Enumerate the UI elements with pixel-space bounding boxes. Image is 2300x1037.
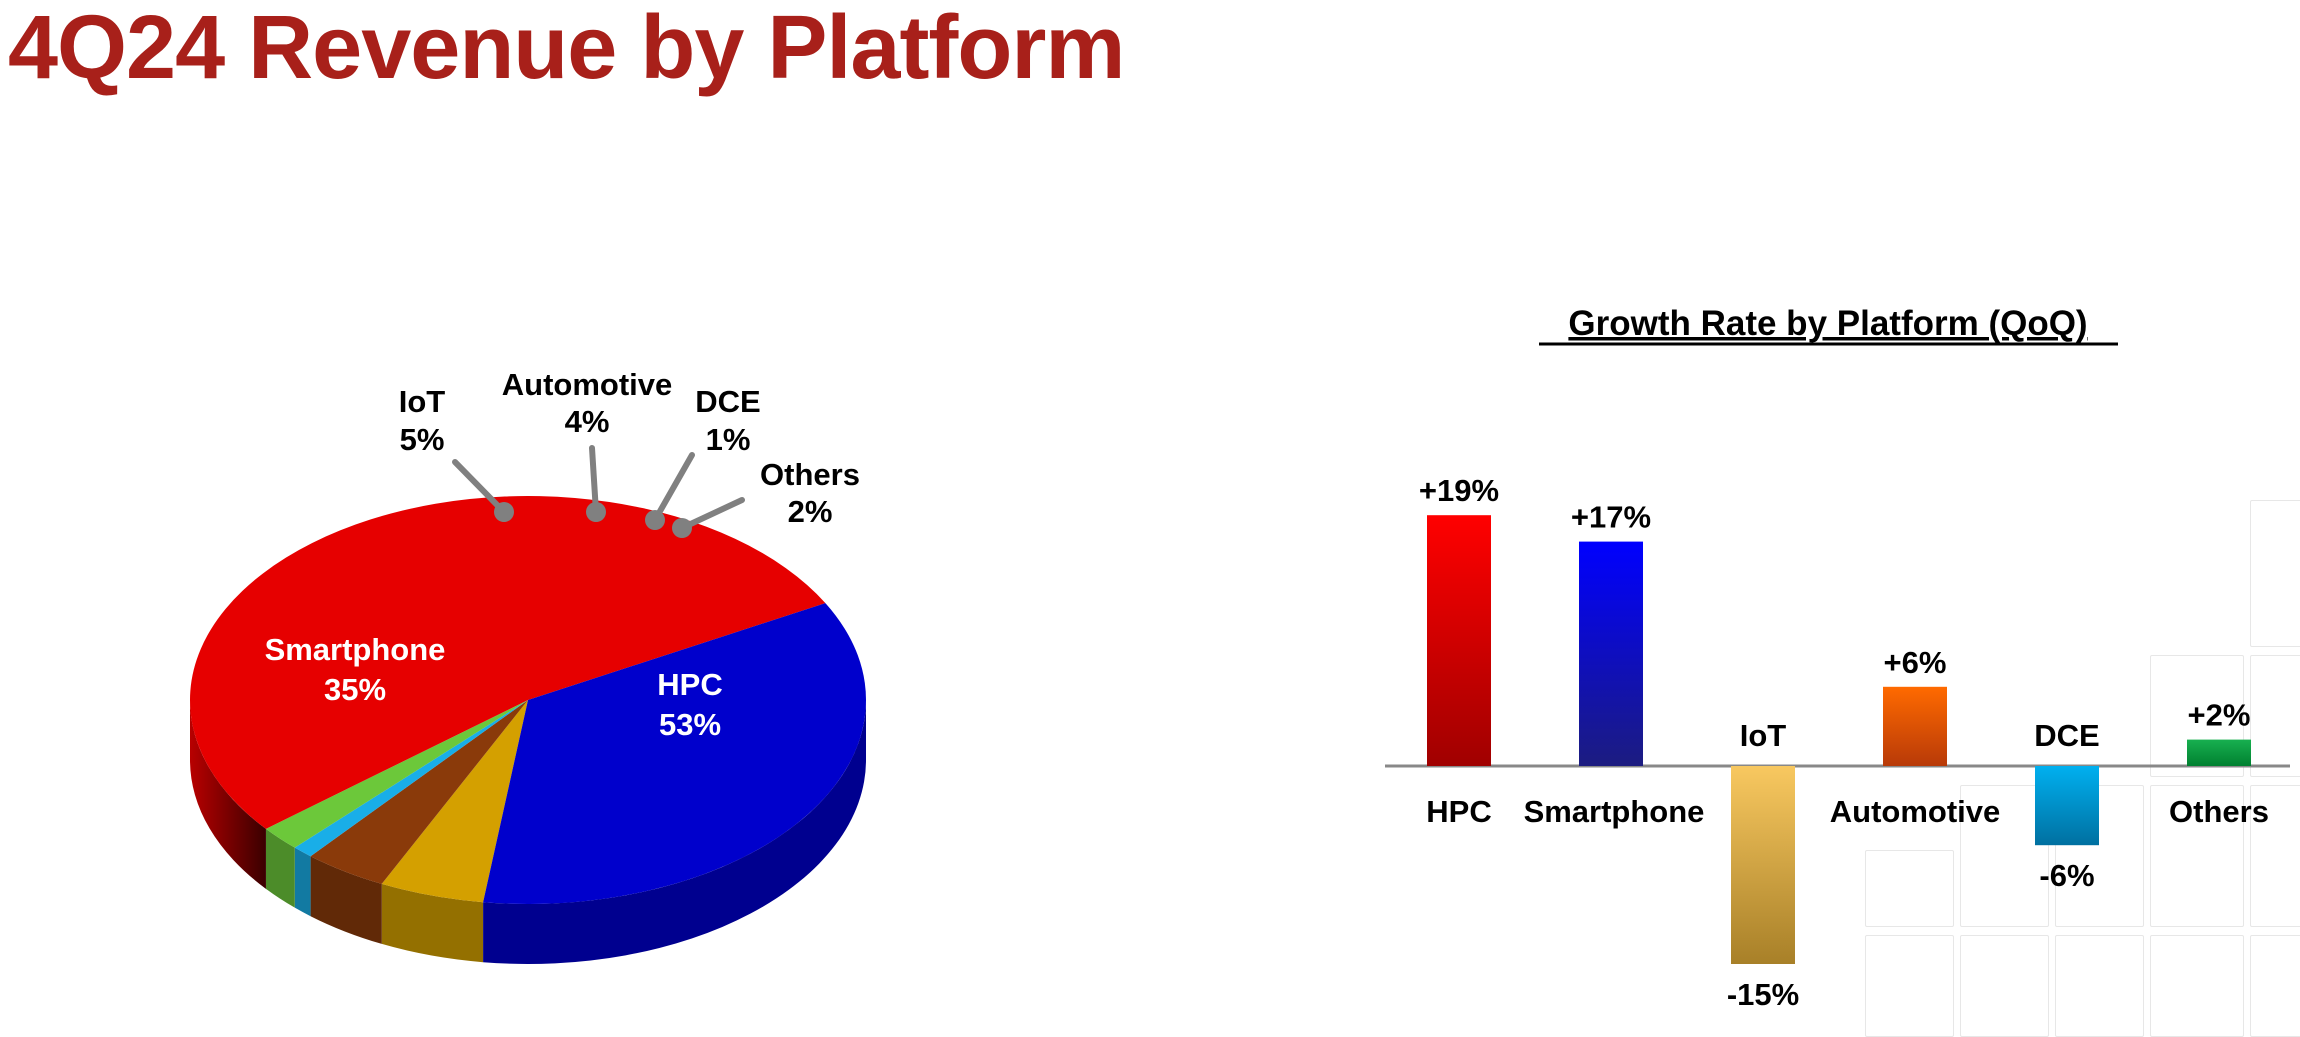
pie-top-faces [190, 496, 867, 904]
bar-category-label-hpc: HPC [1426, 794, 1491, 829]
bar-value-label-others: +2% [2188, 698, 2251, 733]
pie-value-others: 2% [788, 494, 833, 529]
pie-label-automotive: Automotive [502, 367, 673, 402]
leader-line-dce [652, 452, 695, 523]
bar-automotive [1883, 686, 1947, 766]
pie-value-dce: 1% [706, 422, 751, 457]
leader-line-others [679, 497, 745, 531]
bar-value-label-automotive: +6% [1884, 645, 1947, 680]
leader-dot-dce [645, 510, 665, 530]
pie-side-smartphone [483, 700, 866, 964]
pie-slice-others [265, 700, 528, 848]
bar-category-label-dce: DCE [2034, 718, 2099, 753]
bar-value-label-dce: -6% [2039, 858, 2094, 893]
page-title: 4Q24 Revenue by Platform [8, 0, 1125, 98]
bar-value-label-smartphone: +17% [1571, 500, 1651, 535]
leader-dot-automotive [586, 502, 606, 522]
pie-slice-iot [381, 700, 528, 903]
pie-side-others [265, 828, 295, 908]
pie-slice-smartphone [483, 603, 867, 904]
pie-side-iot [381, 883, 484, 963]
pie-label-dce: DCE [695, 384, 760, 419]
pie-label-others: Others [760, 457, 860, 492]
bar-chart-title: Growth Rate by Platform (QoQ) [1568, 304, 2087, 343]
pie-side-walls [190, 700, 866, 964]
growth-bar-chart: Growth Rate by Platform (QoQ) +19% HPC +17%… [1385, 304, 2290, 1012]
pie-side-dce [294, 847, 311, 917]
bar-iot [1731, 766, 1795, 964]
bar-value-label-hpc: +19% [1419, 473, 1499, 508]
bar-hpc [1427, 515, 1491, 766]
pie-value-iot: 5% [400, 422, 445, 457]
bar-dce [2035, 766, 2099, 846]
pie-side-hpc [190, 700, 266, 889]
pie-value-hpc: 53% [659, 707, 721, 742]
bar-category-label-others: Others [2169, 794, 2269, 829]
bar-value-label-iot: -15% [1727, 977, 1799, 1012]
bar-category-label-automotive: Automotive [1830, 794, 2001, 829]
pie-slice-hpc [190, 496, 826, 829]
leader-dot-others [672, 518, 692, 538]
leader-line-iot [452, 459, 507, 515]
bar-smartphone [1579, 541, 1643, 766]
pie-value-smartphone: 35% [324, 672, 386, 707]
pie-label-hpc: HPC [657, 667, 722, 702]
pie-label-smartphone: Smartphone [265, 632, 446, 667]
bar-others [2187, 739, 2251, 766]
bar-category-label-smartphone: Smartphone [1524, 794, 1705, 829]
leader-dot-iot [494, 502, 514, 522]
pie-value-automotive: 4% [565, 404, 610, 439]
leader-line-automotive [589, 445, 599, 515]
pie-slice-automotive [310, 700, 528, 884]
pie-side-automotive [310, 856, 382, 944]
bar-category-label-iot: IoT [1740, 718, 1787, 753]
pie-slice-dce [294, 700, 528, 857]
pie-label-iot: IoT [399, 384, 446, 419]
